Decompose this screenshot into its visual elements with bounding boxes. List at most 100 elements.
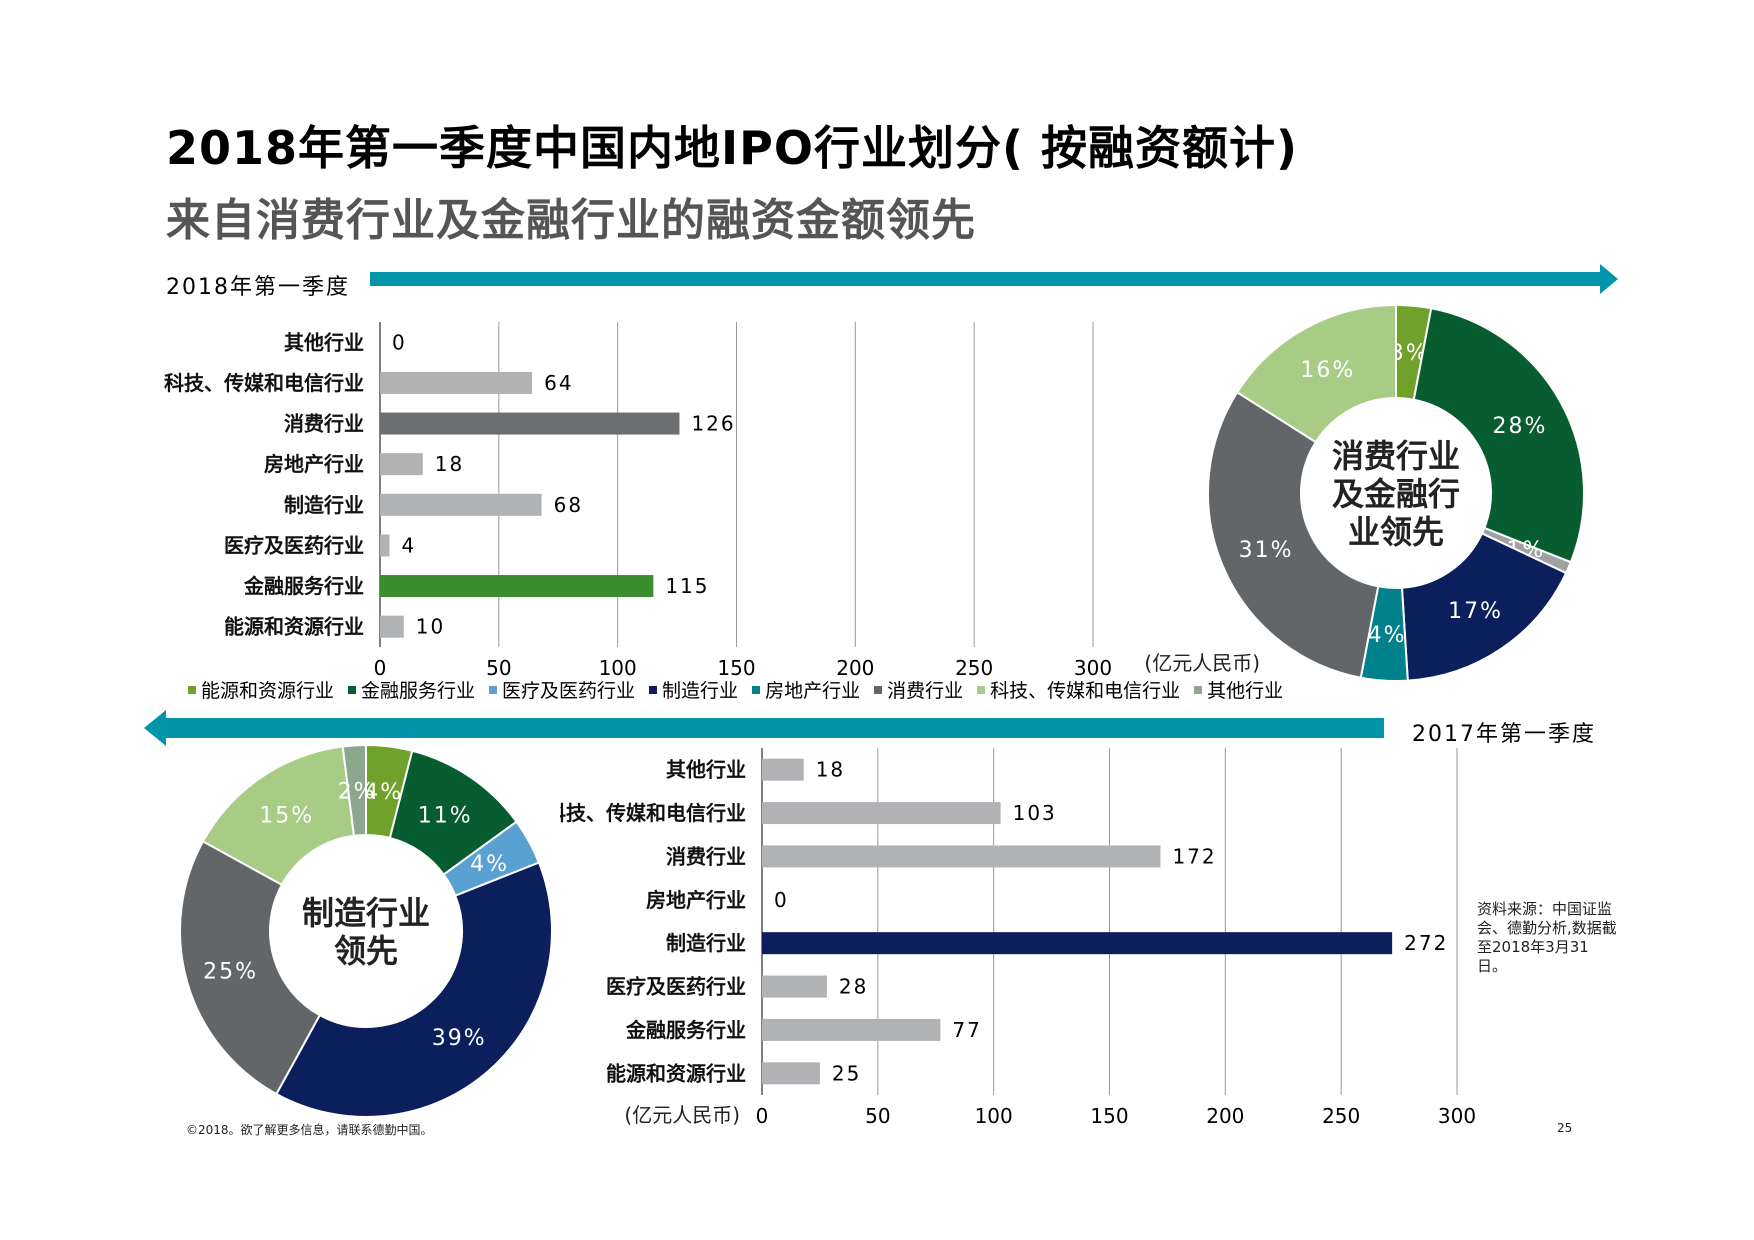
footer-copyright: ©2018。欲了解更多信息，请联系德勤中国。 [186, 1123, 433, 1137]
category-label: 其他行业 [666, 758, 746, 782]
bar-value-label: 64 [544, 371, 573, 395]
x-tick-label: 200 [836, 656, 874, 680]
bar [380, 534, 390, 557]
chart-legend: 能源和资源行业 金融服务行业 医疗及医药行业 制造行业 房地产行业 消费行业 科技、传媒和电… [188, 676, 1348, 703]
category-label: 金融服务行业 [243, 574, 364, 598]
donut-center-label: 领先 [334, 932, 398, 970]
bar-value-label: 103 [1013, 801, 1057, 825]
bar [762, 1062, 820, 1085]
bar [380, 453, 423, 476]
bar-value-label: 18 [435, 452, 464, 476]
legend-label: 房地产行业 [765, 680, 861, 702]
donut-slice [179, 840, 322, 1096]
bar-value-label: 10 [416, 615, 445, 639]
category-label: 消费行业 [666, 844, 746, 868]
category-label: 科技、传媒和电信行业 [164, 371, 364, 395]
legend-item: 消费行业 [874, 676, 963, 703]
slice-label: 31% [1239, 538, 1294, 563]
source-note: 资料来源：中国证监会、德勤分析,数据截至2018年3月31日。 [1477, 900, 1617, 975]
category-label: 房地产行业 [646, 888, 746, 912]
legend-label: 金融服务行业 [361, 680, 476, 702]
donut-center-label: 业领先 [1348, 513, 1444, 551]
bar-value-label: 272 [1404, 931, 1448, 955]
bar [380, 371, 533, 394]
bar-value-label: 0 [774, 888, 789, 912]
slice-label: 4% [1368, 623, 1407, 648]
page-title: 2018年第一季度中国内地IPO行业划分( 按融资额计) [166, 121, 1299, 175]
bar [380, 615, 404, 638]
legend-item: 金融服务行业 [348, 676, 475, 703]
unit-label: (亿元人民币) [1144, 651, 1260, 675]
bar [380, 412, 680, 435]
bar-value-label: 77 [952, 1018, 981, 1042]
legend-swatch [649, 685, 658, 694]
x-tick-label: 100 [599, 656, 637, 680]
category-label: 能源和资源行业 [606, 1061, 746, 1085]
bar [762, 1018, 941, 1041]
category-label: 消费行业 [284, 412, 364, 436]
bar-value-label: 68 [554, 493, 583, 517]
bar [762, 932, 1393, 955]
x-tick-label: 0 [374, 656, 387, 680]
category-label: 科技、传媒和电信行业 [560, 801, 746, 825]
x-tick-label: 150 [717, 656, 755, 680]
period-label-2017: 2017年第一季度 [1412, 722, 1596, 747]
legend-label: 科技、传媒和电信行业 [990, 680, 1181, 702]
legend-swatch [1194, 685, 1203, 694]
category-label: 房地产行业 [264, 452, 364, 476]
x-tick-label: 50 [865, 1104, 890, 1128]
legend-label: 能源和资源行业 [201, 680, 335, 702]
bar [380, 493, 542, 516]
timeline-arrow-2017 [144, 710, 1384, 746]
donut-slice [1207, 390, 1380, 679]
slice-label: 4% [364, 780, 403, 805]
legend-swatch [348, 685, 357, 694]
x-tick-label: 50 [486, 656, 511, 680]
legend-label: 制造行业 [662, 680, 739, 702]
bar-value-label: 25 [832, 1061, 861, 1085]
x-tick-label: 250 [1322, 1104, 1360, 1128]
legend-item: 房地产行业 [752, 676, 860, 703]
legend-label: 消费行业 [887, 680, 964, 702]
x-tick-label: 100 [975, 1104, 1013, 1128]
legend-item: 医疗及医药行业 [489, 676, 635, 703]
legend-swatch [977, 685, 986, 694]
x-tick-label: 0 [756, 1104, 769, 1128]
donut-slice [1412, 307, 1585, 564]
page-number: 25 [1557, 1121, 1573, 1135]
bar [762, 845, 1161, 868]
legend-item: 制造行业 [649, 676, 738, 703]
legend-swatch [752, 685, 761, 694]
legend-swatch [188, 685, 196, 694]
slice-label: 15% [259, 803, 314, 828]
unit-label: (亿元人民币) [624, 1103, 740, 1127]
donut-center-label: 消费行业 [1332, 437, 1460, 475]
donut-center-label: 制造行业 [302, 894, 430, 932]
bar-value-label: 4 [402, 533, 417, 557]
legend-swatch [874, 685, 883, 694]
bar [762, 802, 1001, 825]
donut-center-label: 及金融行 [1332, 475, 1460, 513]
legend-item: 其他行业 [1194, 676, 1283, 703]
x-tick-label: 300 [1074, 656, 1112, 680]
bar [380, 575, 654, 598]
bar-value-label: 126 [691, 412, 735, 436]
bar-value-label: 172 [1172, 844, 1216, 868]
legend-item: 能源和资源行业 [188, 676, 334, 703]
x-tick-label: 300 [1438, 1104, 1476, 1128]
x-tick-label: 150 [1090, 1104, 1128, 1128]
slice-label: 2% [338, 779, 377, 804]
category-label: 制造行业 [284, 493, 364, 517]
legend-label: 医疗及医药行业 [502, 680, 636, 702]
slice-label: 28% [1493, 414, 1548, 439]
category-label: 金融服务行业 [625, 1018, 746, 1042]
page-subtitle: 来自消费行业及金融行业的融资金额领先 [166, 195, 976, 246]
category-label: 医疗及医药行业 [606, 975, 746, 999]
bar-value-label: 28 [839, 975, 868, 999]
x-tick-label: 200 [1206, 1104, 1244, 1128]
category-label: 其他行业 [284, 330, 364, 354]
legend-label: 其他行业 [1207, 680, 1284, 702]
legend-item: 科技、传媒和电信行业 [977, 676, 1180, 703]
donut-slice [1400, 532, 1568, 682]
